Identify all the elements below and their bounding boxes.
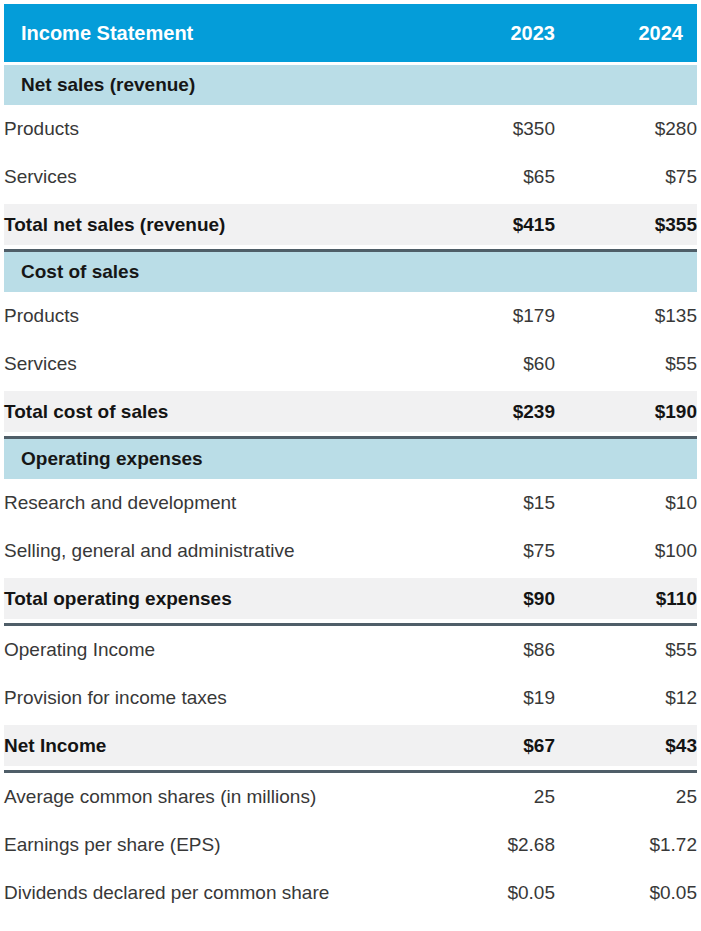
row-value-2024: $43: [555, 722, 697, 770]
year-column-header-2023: 2023: [447, 4, 555, 62]
row-label: Products: [4, 292, 447, 340]
table-row: Provision for income taxes $19 $12: [4, 674, 697, 722]
row-label: Selling, general and administrative: [4, 527, 447, 575]
row-value-2023: 25: [447, 773, 555, 821]
row-label: Research and development: [4, 479, 447, 527]
row-value-2024: $100: [555, 527, 697, 575]
year-column-header-2024: 2024: [555, 4, 697, 62]
section-label: Operating expenses: [4, 439, 697, 479]
row-label: Provision for income taxes: [4, 674, 447, 722]
row-value-2024: $135: [555, 292, 697, 340]
row-value-2024: 25: [555, 773, 697, 821]
table-title: Income Statement: [4, 4, 447, 62]
row-value-2023: $415: [447, 201, 555, 249]
row-value-2023: $65: [447, 153, 555, 201]
table-row: Products $350 $280: [4, 105, 697, 153]
total-row-operating-expenses: Total operating expenses $90 $110: [4, 575, 697, 623]
income-statement-page: Income Statement 2023 2024 Net sales (re…: [0, 0, 701, 931]
table-row: Dividends declared per common share $0.0…: [4, 869, 697, 917]
row-label: Net Income: [4, 722, 447, 770]
row-value-2023: $67: [447, 722, 555, 770]
row-label: Average common shares (in millions): [4, 773, 447, 821]
table-row: Services $60 $55: [4, 340, 697, 388]
table-row: Services $65 $75: [4, 153, 697, 201]
row-value-2023: $179: [447, 292, 555, 340]
row-value-2023: $2.68: [447, 821, 555, 869]
row-value-2023: $19: [447, 674, 555, 722]
table-row: Research and development $15 $10: [4, 479, 697, 527]
table-row: Selling, general and administrative $75 …: [4, 527, 697, 575]
row-label: Total operating expenses: [4, 575, 447, 623]
row-label: Dividends declared per common share: [4, 869, 447, 917]
section-row-cost-of-sales: Cost of sales: [4, 252, 697, 292]
row-value-2023: $90: [447, 575, 555, 623]
row-value-2024: $1.72: [555, 821, 697, 869]
row-value-2024: $280: [555, 105, 697, 153]
total-row-cost-of-sales: Total cost of sales $239 $190: [4, 388, 697, 436]
table-row: Average common shares (in millions) 25 2…: [4, 773, 697, 821]
row-label: Services: [4, 340, 447, 388]
table-header-row: Income Statement 2023 2024: [4, 4, 697, 62]
table-row: Earnings per share (EPS) $2.68 $1.72: [4, 821, 697, 869]
section-label: Net sales (revenue): [4, 62, 697, 105]
row-label: Total cost of sales: [4, 388, 447, 436]
section-row-net-sales: Net sales (revenue): [4, 62, 697, 105]
row-value-2024: $55: [555, 626, 697, 674]
section-row-operating-expenses: Operating expenses: [4, 439, 697, 479]
row-value-2023: $15: [447, 479, 555, 527]
row-value-2024: $355: [555, 201, 697, 249]
row-value-2023: $86: [447, 626, 555, 674]
table-row: Products $179 $135: [4, 292, 697, 340]
row-value-2024: $10: [555, 479, 697, 527]
row-label: Earnings per share (EPS): [4, 821, 447, 869]
total-row-net-income: Net Income $67 $43: [4, 722, 697, 770]
row-value-2024: $190: [555, 388, 697, 436]
row-value-2024: $0.05: [555, 869, 697, 917]
row-label: Operating Income: [4, 626, 447, 674]
table-row: Operating Income $86 $55: [4, 626, 697, 674]
row-value-2023: $0.05: [447, 869, 555, 917]
row-label: Services: [4, 153, 447, 201]
income-statement-table: Income Statement 2023 2024 Net sales (re…: [4, 4, 697, 917]
row-value-2024: $110: [555, 575, 697, 623]
row-value-2023: $350: [447, 105, 555, 153]
total-row-net-sales: Total net sales (revenue) $415 $355: [4, 201, 697, 249]
row-value-2024: $12: [555, 674, 697, 722]
row-value-2024: $75: [555, 153, 697, 201]
row-value-2024: $55: [555, 340, 697, 388]
row-value-2023: $75: [447, 527, 555, 575]
row-label: Total net sales (revenue): [4, 201, 447, 249]
row-value-2023: $60: [447, 340, 555, 388]
row-label: Products: [4, 105, 447, 153]
row-value-2023: $239: [447, 388, 555, 436]
section-label: Cost of sales: [4, 252, 697, 292]
